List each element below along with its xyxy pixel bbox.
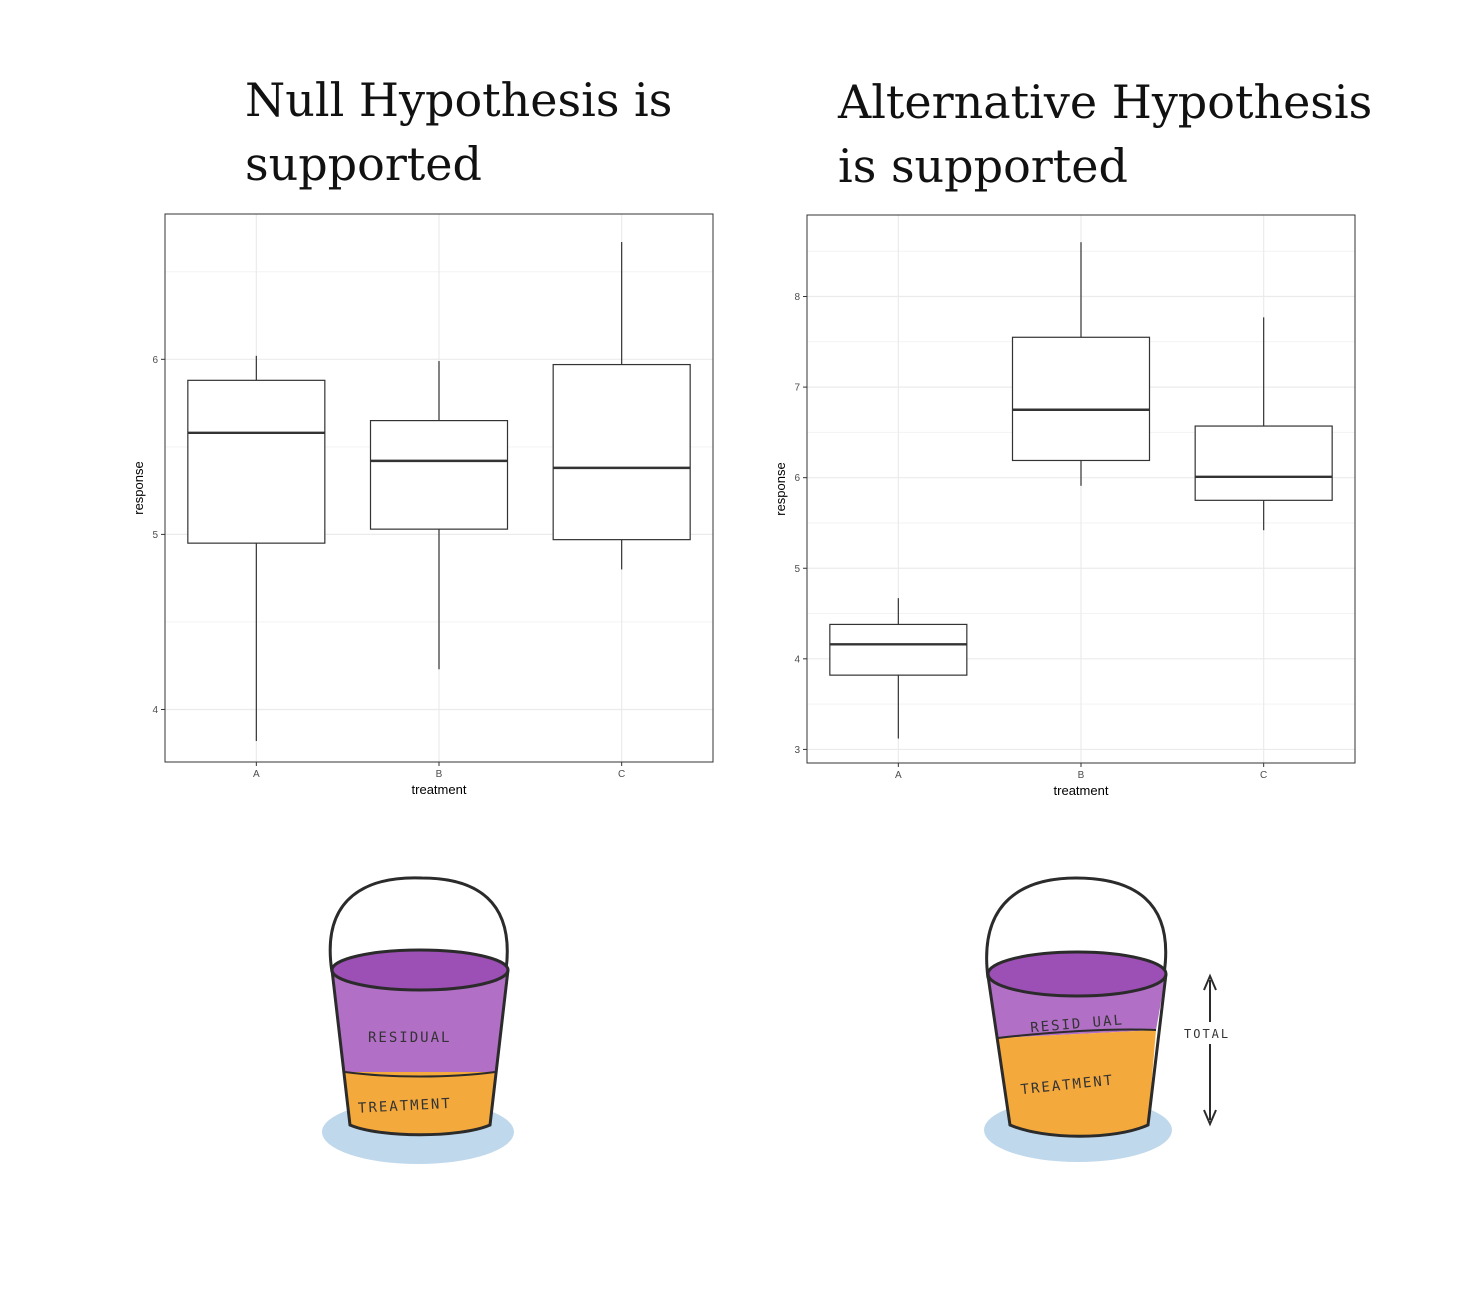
treatment-fill (345, 1072, 495, 1135)
x-axis-label: treatment (1054, 783, 1109, 798)
box-B (369, 419, 509, 530)
x-tick-label: B (436, 769, 443, 780)
x-axis-label: treatment (412, 782, 467, 797)
bucket-rim (330, 948, 510, 992)
box-A (829, 623, 968, 676)
y-tick-label: 4 (152, 705, 158, 716)
bucket-alternative-illustration: RESID UAL TREATMENT TOTAL (984, 876, 1248, 1162)
y-tick-label: 3 (794, 745, 800, 756)
box-C (552, 363, 691, 541)
title-right-line-2: is supported (838, 139, 1128, 193)
box-B (1011, 336, 1151, 462)
total-label: TOTAL (1184, 1027, 1230, 1041)
bucket-handle (985, 876, 1168, 979)
y-tick-label: 6 (152, 355, 158, 366)
total-arrow-down-icon (1203, 1109, 1217, 1127)
y-axis-label: response (131, 461, 146, 514)
residual-label: RESIDUAL (368, 1030, 451, 1046)
x-tick-label: C (1260, 770, 1267, 781)
total-arrow-up-icon (1203, 973, 1217, 991)
bucket-handle (328, 876, 509, 973)
y-tick-label: 8 (794, 292, 800, 303)
x-tick-label: B (1078, 770, 1085, 781)
bucket-outline (330, 969, 510, 1137)
title-right-line-1: Alternative Hypothesis (838, 75, 1373, 129)
title-left-line-1: Null Hypothesis is (245, 73, 673, 127)
bucket-outline (986, 973, 1168, 1138)
x-tick-label: A (895, 770, 902, 781)
box-A (187, 379, 326, 544)
y-tick-label: 7 (794, 383, 800, 394)
fill-divider (344, 1071, 496, 1078)
y-axis-label: response (773, 462, 788, 515)
x-tick-label: A (253, 769, 260, 780)
y-tick-label: 5 (794, 564, 800, 575)
y-tick-label: 6 (794, 473, 800, 484)
y-tick-label: 4 (794, 654, 800, 665)
title-alternative-hypothesis: Alternative Hypothesis is supported (838, 70, 1372, 198)
title-null-hypothesis: Null Hypothesis is supported (245, 68, 672, 196)
title-left-line-2: supported (245, 137, 482, 191)
residual-fill (332, 970, 508, 1072)
x-tick-label: C (618, 769, 625, 780)
treatment-fill (998, 1030, 1156, 1137)
box-C (1194, 425, 1333, 501)
bucket-null-illustration: RESIDUAL TREATMENT (322, 876, 514, 1164)
total-label-background (1182, 1022, 1248, 1044)
bucket-rim (986, 950, 1168, 998)
y-tick-label: 5 (152, 530, 158, 541)
treatment-label: TREATMENT (358, 1096, 453, 1117)
fill-divider (997, 1028, 1157, 1039)
